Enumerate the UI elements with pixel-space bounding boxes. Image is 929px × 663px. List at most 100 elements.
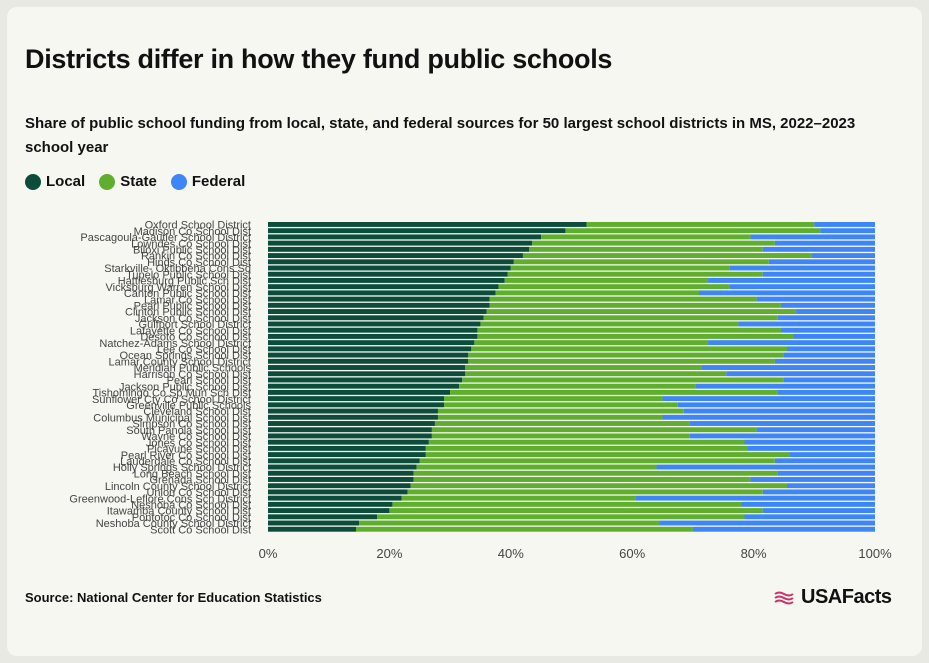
bar-federal-gulfport-school-district [738,321,875,327]
bar-federal-hinds-co-school-dist [768,259,875,265]
category-label: Neshoba Co School Dist [131,500,251,512]
bar-state-desoto-co-school-dist [477,333,794,339]
bar-local-union-co-school-dist [268,489,408,495]
bar-federal-desoto-co-school-dist [793,333,875,339]
category-label: Wayne Co School Dist [141,431,251,443]
category-label: Canton Public School Dist [124,288,251,300]
bar-state-columbus-municipal-school-dist [437,414,663,420]
bar-local-columbus-municipal-school-dist [268,414,438,420]
bar-local-holly-springs-school-district [268,464,417,470]
bar-local-lincoln-county-school-district [268,483,411,489]
bar-local-oxford-school-district [268,222,587,227]
bar-federal-tishomingo-co-sp-mun-sch-dist [777,389,875,395]
category-label: Jones Co School Dist [146,437,251,449]
bar-federal-wayne-co-school-dist [689,433,875,439]
category-label: Lowndes Co School Dist [131,238,251,250]
legend-label-federal: Federal [191,173,246,190]
bar-state-sunflower-cty-co-school-district [444,396,663,402]
bar-federal-pearl-public-school-dist [780,302,875,308]
category-label: Ocean Springs School Dist [120,350,251,362]
bar-local-vicksburg-warren-school-dist [268,284,499,290]
bar-state-lincoln-county-school-district [410,483,787,489]
bar-state-lowndes-co-school-dist [532,240,775,246]
x-tick-label: 0% [259,546,278,561]
x-tick-label: 100% [858,546,892,561]
bar-local-lowndes-co-school-dist [268,240,533,246]
category-label: Pearl School Dist [167,375,251,387]
bar-local-biloxi-public-school-dist [268,246,530,252]
bar-local-clinton-public-school-dist [268,309,487,314]
bar-local-neshoba-co-school-dist [268,501,393,507]
bar-federal-lamar-co-school-dist [756,296,875,302]
flag-icon [774,591,794,604]
category-label: Vicksburg Warren School Dist [106,282,252,294]
category-label: Gulfport School District [139,319,251,331]
bar-state-union-co-school-dist [407,489,763,495]
bar-local-lauderdale-co-school-dist [268,458,420,464]
category-label: Desoto Co School Dist [140,332,251,344]
brand-name: USAFacts [801,586,892,608]
bar-state-pascagoula-gautier-school-district [541,234,751,240]
bar-state-rankin-co-school-dist [522,253,812,259]
legend-item-local: Local [25,173,85,190]
category-label: Tishomingo Co Sp Mun Sch Dist [92,388,251,400]
bar-local-cleveland-school-dist [268,408,438,414]
bar-federal-natchez-adams-school-district [708,340,875,346]
bar-state-clinton-public-school-dist [486,309,797,314]
bar-federal-pearl-river-co-school-dist [790,452,875,458]
bar-state-vicksburg-warren-school-dist [498,284,730,290]
bar-local-jones-co-school-dist [268,439,429,445]
bar-state-pontotoc-co-school-dist [377,514,745,520]
bar-state-holly-springs-school-district [416,464,657,470]
bar-state-simpson-co-school-dist [434,421,690,426]
category-label: Lee Co School Dist [157,344,251,356]
bar-local-jackson-public-school-dist [268,383,460,389]
category-label: Clinton Public School Dist [125,307,251,319]
legend-item-federal: Federal [170,173,246,190]
bar-federal-oxford-school-district [814,222,875,227]
bar-local-simpson-co-school-dist [268,421,435,426]
bar-local-lamar-county-school-district [268,358,469,364]
bar-state-neshoba-county-school-district [359,520,660,526]
bar-federal-holly-springs-school-district [656,464,875,470]
bar-federal-long-beach-school-dist [777,470,875,476]
bar-federal-hattiesburg-public-sch-dist [708,277,875,283]
bar-local-hattiesburg-public-sch-dist [268,277,505,283]
category-label: Picayune School Dist [147,444,251,456]
bar-federal-union-co-school-dist [762,489,875,495]
x-tick-label: 20% [376,546,402,561]
bar-federal-simpson-co-school-dist [689,421,875,426]
bar-local-itawamba-county-school-dist [268,508,390,514]
category-label: Jackson Public School Dist [119,381,251,393]
bar-state-canton-public-school-dist [495,290,699,296]
bar-federal-pearl-school-dist [783,377,875,383]
category-label: Neshoba County School District [96,518,251,530]
category-label: Rankin Co School Dist [141,251,251,263]
bar-federal-lamar-county-school-district [774,358,875,364]
bar-state-jackson-co-school-dist [483,315,778,321]
bar-local-meridian-public-schools [268,365,466,370]
bar-local-starkville-oktibbeha-cons-sd [268,265,511,271]
category-label: Lamar County School District [109,356,251,368]
bar-local-desoto-co-school-dist [268,333,478,339]
bar-federal-sunflower-cty-co-school-district [662,396,875,402]
bar-federal-columbus-municipal-school-dist [662,414,875,420]
category-label: Lamar Co School Dist [144,294,251,306]
category-label: Starkville- Oktibbeha Cons Sd [104,263,251,275]
bar-federal-madison-co-school-dist [820,228,875,234]
legend: Local State Federal [25,173,245,190]
bar-state-jones-co-school-dist [428,439,745,445]
bar-local-neshoba-county-school-district [268,520,360,526]
category-label: Biloxi Public School Dist [133,244,251,256]
legend-swatch-federal [170,173,187,190]
bar-state-jackson-public-school-dist [459,383,696,389]
bar-local-natchez-adams-school-district [268,340,475,346]
bar-federal-neshoba-co-school-dist [741,501,875,507]
category-label: Madison Co School Dist [134,226,251,238]
category-label: Lincoln County School District [105,481,251,493]
bar-state-south-panola-school-dist [431,427,757,433]
bar-state-lauderdale-co-school-dist [419,458,775,464]
brand-logo: USAFacts [773,586,892,609]
bar-local-canton-public-school-dist [268,290,496,296]
category-label: Cleveland School Dist [143,406,251,418]
